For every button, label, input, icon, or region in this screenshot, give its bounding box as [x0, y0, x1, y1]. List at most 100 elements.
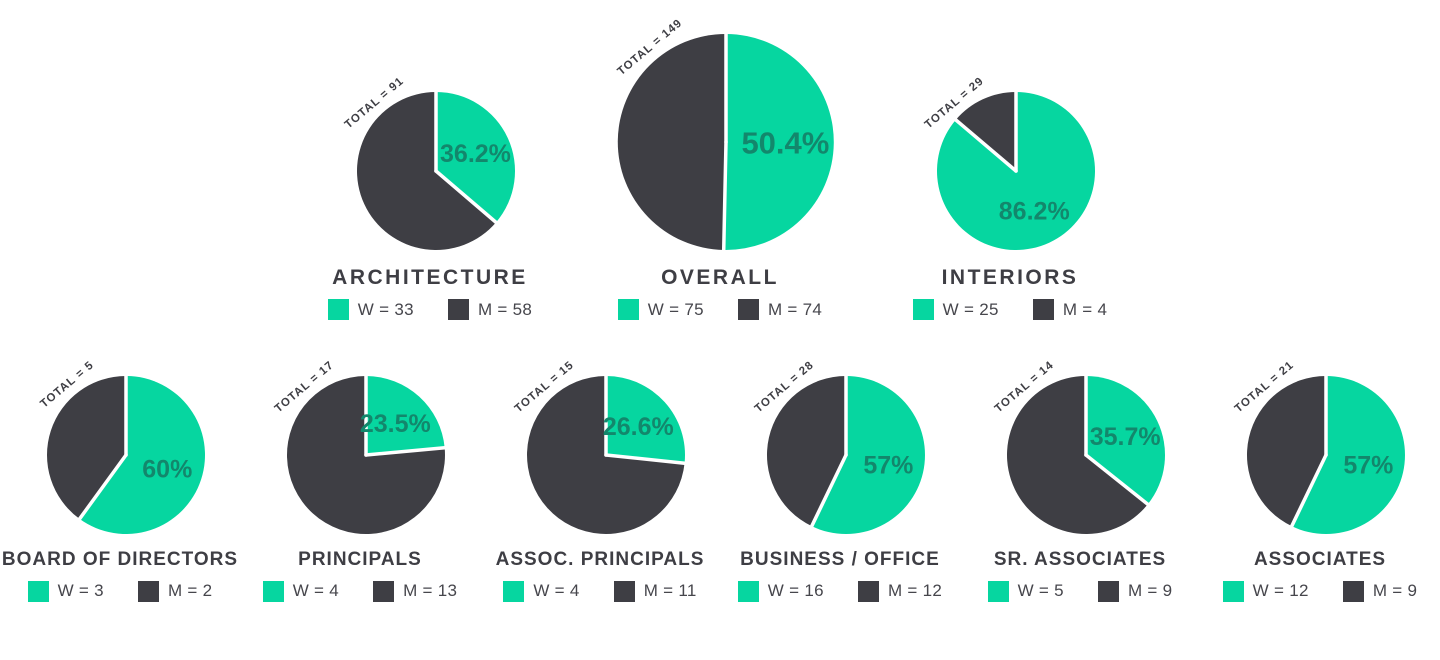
legend-men-label: M = 12 — [887, 581, 943, 601]
women-slice — [1291, 376, 1405, 535]
pie-svg: 26.6%TOTAL = 15 — [513, 359, 687, 535]
slice-divider — [364, 446, 447, 457]
legend-item-women: W = 12 — [1222, 580, 1309, 602]
women-color-swatch — [1222, 580, 1244, 602]
pie-chart: 35.7% TOTAL = 14 — [972, 346, 1188, 538]
women-color-swatch — [27, 580, 49, 602]
legend-women-label: W = 5 — [1017, 581, 1064, 601]
gender-diversity-infographic: 36.2% TOTAL = 91 ARCHITECTURE W = 33 M = … — [0, 4, 1440, 660]
legend-men-label: M = 58 — [477, 299, 533, 319]
women-color-swatch — [327, 299, 349, 321]
legend-women-label: W = 12 — [1252, 581, 1309, 601]
chart-card-sr-associates: 35.7% TOTAL = 14 SR. ASSOCIATES W = 5 M =… — [962, 346, 1198, 602]
men-color-swatch — [613, 580, 635, 602]
pie-chart: 57% TOTAL = 28 — [732, 346, 948, 538]
women-color-swatch — [912, 299, 934, 321]
legend-women-label: W = 33 — [357, 299, 414, 319]
legend-women-label: W = 25 — [942, 299, 999, 319]
legend-item-men: M = 12 — [857, 580, 943, 602]
legend-men-label: M = 2 — [167, 581, 213, 601]
men-color-swatch — [857, 580, 879, 602]
legend-men-label: M = 11 — [643, 581, 697, 601]
bottom-row: 60% TOTAL = 5 BOARD OF DIRECTORS W = 3 M … — [0, 346, 1440, 602]
percent-label: 36.2% — [440, 140, 511, 168]
slice-divider — [954, 118, 1018, 173]
pie-svg: 57%TOTAL = 21 — [1233, 359, 1405, 535]
legend-item-men: M = 4 — [1032, 299, 1108, 321]
legend-item-men: M = 74 — [737, 299, 822, 321]
percent-label: 86.2% — [999, 197, 1070, 225]
pie-chart: 23.5% TOTAL = 17 — [252, 346, 468, 538]
men-color-swatch — [1097, 580, 1119, 602]
men-slice — [1246, 376, 1326, 527]
legend-item-women: W = 75 — [617, 299, 704, 321]
chart-card-interiors: 86.2% TOTAL = 29 INTERIORS W = 25 M = 4 — [870, 62, 1150, 321]
men-slice — [955, 92, 1016, 171]
percent-label: 26.6% — [603, 413, 674, 441]
pie-svg: 86.2%TOTAL = 29 — [923, 75, 1096, 250]
women-color-swatch — [987, 580, 1009, 602]
chart-title: ASSOCIATES — [1253, 549, 1387, 571]
women-color-swatch — [503, 580, 525, 602]
legend: W = 25 M = 4 — [912, 299, 1108, 321]
slice-divider — [604, 453, 687, 466]
slice-divider — [434, 169, 498, 225]
chart-card-business-office: 57% TOTAL = 28 BUSINESS / OFFICE W = 16 M… — [722, 346, 958, 602]
slice-divider — [1289, 453, 1328, 529]
slice-divider — [809, 453, 848, 529]
percent-label: 35.7% — [1090, 423, 1161, 451]
pie-chart: 57% TOTAL = 21 — [1212, 346, 1428, 538]
women-slice — [1086, 376, 1165, 505]
chart-card-assoc-principals: 26.6% TOTAL = 15 ASSOC. PRINCIPALS W = 4 … — [482, 346, 718, 602]
men-slice — [617, 33, 726, 250]
chart-title: ARCHITECTURE — [332, 266, 528, 289]
women-slice — [723, 34, 834, 250]
legend: W = 16 M = 12 — [737, 580, 943, 602]
legend-item-men: M = 9 — [1097, 580, 1173, 602]
pie-chart: 86.2% TOTAL = 29 — [902, 62, 1118, 254]
men-color-swatch — [373, 580, 395, 602]
pie-svg: 60%TOTAL = 5 — [38, 359, 205, 535]
legend: W = 4 M = 11 — [503, 580, 697, 602]
pie-svg: 35.7%TOTAL = 14 — [993, 359, 1165, 535]
legend-item-women: W = 4 — [503, 580, 580, 602]
legend-item-men: M = 11 — [613, 580, 697, 602]
men-slice — [1006, 376, 1148, 535]
slice-divider — [1084, 453, 1150, 507]
men-color-swatch — [447, 299, 469, 321]
pie-svg: 23.5%TOTAL = 17 — [273, 359, 447, 535]
women-color-swatch — [737, 580, 759, 602]
legend: W = 4 M = 13 — [262, 580, 458, 602]
legend-women-label: W = 75 — [647, 299, 704, 319]
percent-label: 60% — [142, 456, 192, 484]
top-row: 36.2% TOTAL = 91 ARCHITECTURE W = 33 M = … — [0, 4, 1440, 321]
legend-item-women: W = 5 — [987, 580, 1064, 602]
legend-item-women: W = 4 — [262, 580, 339, 602]
women-slice — [79, 376, 205, 535]
legend-item-men: M = 13 — [373, 580, 457, 602]
chart-title: BUSINESS / OFFICE — [740, 549, 940, 571]
legend: W = 75 M = 74 — [617, 299, 822, 321]
legend-men-label: M = 4 — [1062, 299, 1108, 319]
percent-label: 50.4% — [741, 126, 829, 161]
chart-title: BOARD OF DIRECTORS — [1, 549, 239, 571]
chart-card-overall: 50.4% TOTAL = 149 OVERALL W = 75 M = 74 — [570, 4, 870, 321]
percent-label: 57% — [863, 452, 913, 480]
legend-item-men: M = 9 — [1342, 580, 1418, 602]
chart-title: PRINCIPALS — [298, 549, 422, 571]
legend-item-women: W = 25 — [912, 299, 999, 321]
pie-svg: 36.2%TOTAL = 91 — [343, 75, 516, 250]
men-slice — [766, 376, 846, 527]
chart-title: ASSOC. PRINCIPALS — [495, 549, 705, 571]
slice-divider — [721, 140, 728, 252]
chart-card-principals: 23.5% TOTAL = 17 PRINCIPALS W = 4 M = 13 — [242, 346, 478, 602]
percent-label: 23.5% — [360, 410, 431, 438]
legend: W = 33 M = 58 — [327, 299, 533, 321]
legend-women-label: W = 4 — [533, 581, 580, 601]
women-color-swatch — [617, 299, 639, 321]
men-color-swatch — [737, 299, 759, 321]
chart-title: OVERALL — [661, 266, 779, 289]
legend-item-women: W = 3 — [27, 580, 104, 602]
men-color-swatch — [137, 580, 159, 602]
legend-women-label: W = 16 — [767, 581, 824, 601]
